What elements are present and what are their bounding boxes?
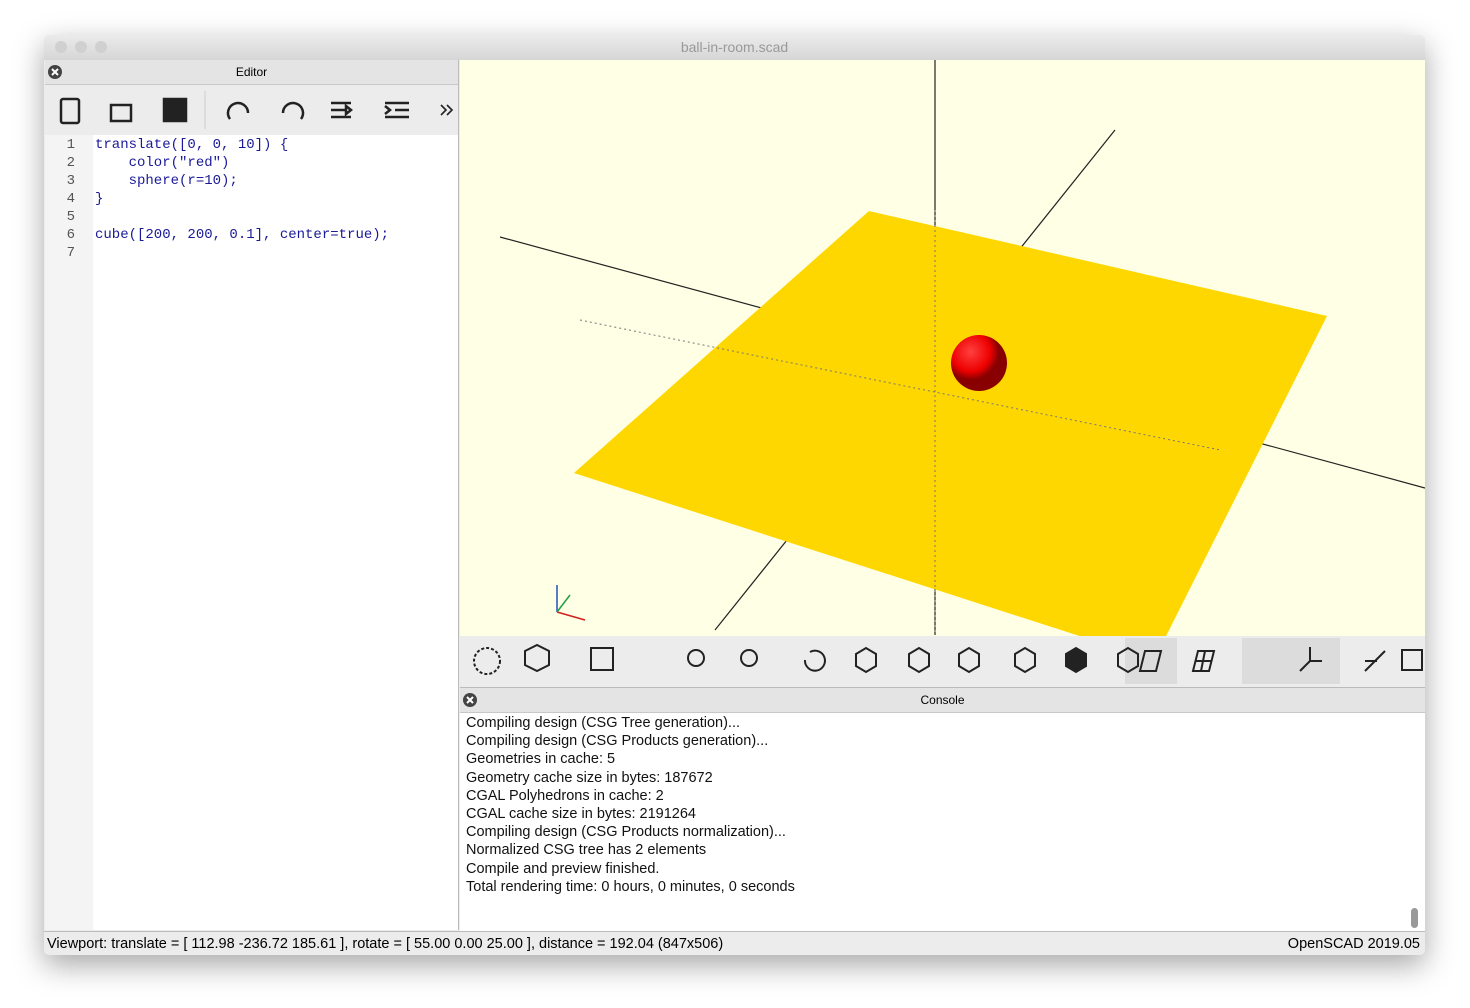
code-line: sphere(r=10); bbox=[95, 173, 238, 189]
title-bar: ball-in-room.scad bbox=[44, 35, 1425, 60]
view-left-button[interactable] bbox=[1014, 646, 1036, 674]
sphere bbox=[951, 335, 1007, 391]
line-number: 6 bbox=[66, 227, 75, 243]
minimize-button[interactable] bbox=[75, 41, 87, 53]
line-number: 4 bbox=[66, 191, 75, 207]
edges-button[interactable] bbox=[1401, 649, 1423, 671]
view-all-button[interactable] bbox=[590, 647, 614, 671]
console-header: Console bbox=[460, 688, 1425, 713]
line-number: 3 bbox=[66, 173, 75, 189]
console-line: Geometries in cache: 5 bbox=[466, 751, 616, 768]
console-line: CGAL Polyhedrons in cache: 2 bbox=[466, 787, 664, 804]
status-bar: Viewport: translate = [ 112.98 -236.72 1… bbox=[44, 931, 1425, 955]
close-button[interactable] bbox=[55, 41, 67, 53]
new-icon[interactable] bbox=[59, 97, 81, 125]
console-line: CGAL cache size in bytes: 2191264 bbox=[466, 805, 696, 822]
console-close[interactable] bbox=[460, 690, 480, 710]
perspective-button[interactable] bbox=[1138, 650, 1163, 672]
view-back-button[interactable] bbox=[1117, 646, 1139, 674]
console-line: Compiling design (CSG Products generatio… bbox=[466, 733, 769, 750]
view-toolbar bbox=[460, 636, 1425, 686]
console-line: Geometry cache size in bytes: 187672 bbox=[466, 769, 713, 786]
preview-button[interactable] bbox=[473, 647, 501, 675]
scrollbar[interactable] bbox=[1411, 908, 1418, 928]
indent-icon[interactable] bbox=[384, 101, 409, 119]
code-line: cube([200, 200, 0.1], center=true); bbox=[95, 227, 390, 243]
zoom-out-button[interactable] bbox=[740, 649, 758, 667]
window-title: ball-in-room.scad bbox=[680, 39, 789, 55]
orthogonal-button[interactable] bbox=[1191, 650, 1216, 672]
code-line bbox=[95, 244, 389, 262]
console-line: Compile and preview finished. bbox=[466, 860, 660, 877]
code-line: translate([0, 0, 10]) { bbox=[95, 137, 289, 153]
zoom-in-button[interactable] bbox=[687, 649, 705, 667]
code-area: translate([0, 0, 10]) { color("red") sph… bbox=[95, 136, 389, 262]
code-line: } bbox=[95, 191, 104, 207]
console-line: Compiling design (CSG Tree generation)..… bbox=[466, 715, 741, 731]
editor-panel: Editor 1 2 3 4 5 6 7 translate([0, 0, 10]) { c… bbox=[45, 60, 459, 930]
window: ball-in-room.scad Editor 1 2 3 4 5 6 7 transla… bbox=[44, 35, 1425, 955]
code-line: color("red") bbox=[95, 155, 230, 171]
view-top-button[interactable] bbox=[908, 646, 930, 674]
reset-view-button[interactable] bbox=[803, 649, 826, 672]
editor-close[interactable] bbox=[45, 62, 65, 82]
undo-icon[interactable] bbox=[226, 101, 250, 120]
editor-toolbar bbox=[45, 85, 458, 135]
console-line: Normalized CSG tree has 2 elements bbox=[466, 842, 707, 859]
zoom-button[interactable] bbox=[95, 41, 107, 53]
line-number: 2 bbox=[66, 155, 75, 171]
viewport-status: Viewport: translate = [ 112.98 -236.72 1… bbox=[47, 936, 724, 952]
more-icon[interactable] bbox=[440, 104, 454, 116]
view-bottom-button[interactable] bbox=[958, 646, 980, 674]
line-numbers: 1 2 3 4 5 6 7 bbox=[45, 136, 75, 262]
view-right-button[interactable] bbox=[855, 646, 877, 674]
view-front-button[interactable] bbox=[1065, 646, 1087, 674]
axes-button[interactable] bbox=[1299, 647, 1322, 672]
redo-icon[interactable] bbox=[281, 101, 305, 120]
open-icon[interactable] bbox=[109, 103, 133, 123]
line-number: 5 bbox=[66, 209, 75, 225]
line-number: 7 bbox=[66, 245, 75, 261]
console-line: Total rendering time: 0 hours, 0 minutes… bbox=[466, 878, 795, 895]
viewport[interactable] bbox=[460, 60, 1425, 636]
console-output: Compiling design (CSG Tree generation)..… bbox=[466, 714, 795, 896]
editor-header: Editor bbox=[45, 60, 458, 85]
save-icon[interactable] bbox=[162, 97, 188, 123]
code-line bbox=[95, 208, 389, 226]
console-line: Compiling design (CSG Products normaliza… bbox=[466, 824, 786, 841]
scale-markers-button[interactable] bbox=[1364, 650, 1386, 672]
version: OpenSCAD 2019.05 bbox=[1287, 936, 1420, 952]
console-title: Console bbox=[920, 693, 965, 707]
line-number: 1 bbox=[66, 137, 75, 153]
console-panel: Console Compiling design (CSG Tree gener… bbox=[460, 687, 1425, 931]
editor-title: Editor bbox=[235, 65, 268, 79]
gutter bbox=[45, 135, 93, 930]
render-button[interactable] bbox=[524, 643, 550, 673]
unindent-icon[interactable] bbox=[331, 101, 354, 119]
axes-gizmo bbox=[556, 585, 586, 621]
floor-plane bbox=[574, 211, 1327, 636]
